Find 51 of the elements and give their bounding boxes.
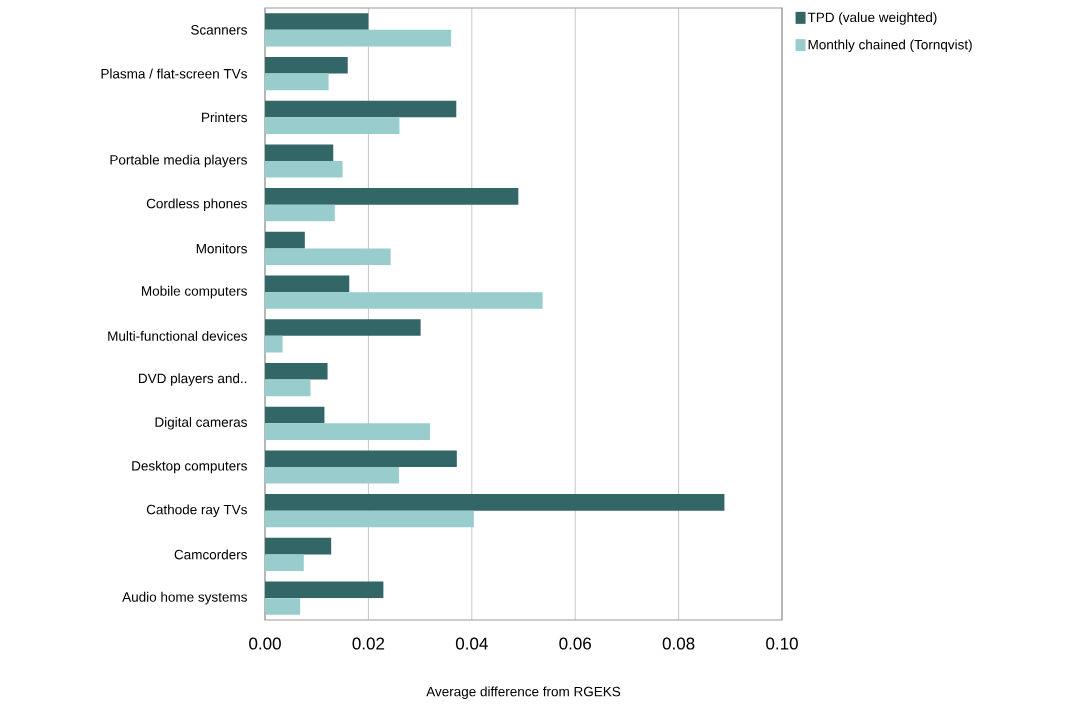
bar (265, 56, 348, 74)
bar (265, 188, 519, 205)
bar (265, 362, 328, 380)
bar (265, 319, 421, 336)
y-tick-label: Monitors (196, 243, 247, 254)
y-tick-label: Printers (202, 112, 247, 123)
bar (265, 161, 343, 178)
y-tick-label: Desktop computers (132, 460, 247, 474)
bar (265, 450, 457, 468)
bar (265, 554, 304, 572)
bar (265, 510, 474, 528)
bar (265, 231, 305, 249)
y-tick-label: Multi-functional devices (108, 330, 247, 341)
x-tick-label: 0.10 (766, 637, 798, 650)
x-tick-label: 0.02 (352, 637, 385, 650)
bar (265, 467, 399, 484)
bar (265, 204, 335, 222)
y-tick-label: Plasma / flat-screen TVs (101, 68, 247, 79)
x-tick-label: 0.00 (249, 637, 281, 650)
y-tick-label: Audio home systems (122, 591, 247, 605)
legend-label: Monthly chained (Tornqvist) (808, 39, 972, 53)
bar (265, 537, 332, 555)
bar (265, 379, 311, 397)
bar (265, 100, 457, 118)
y-tick-label: Digital cameras (155, 417, 247, 430)
bar (265, 581, 384, 599)
y-tick-label: Cordless phones (146, 198, 247, 212)
x-tick-label: 0.06 (559, 637, 591, 650)
bar (265, 335, 283, 353)
y-tick-label: DVD players and.. (139, 373, 247, 386)
bar (265, 292, 543, 309)
bar (265, 248, 391, 266)
y-tick-label: Camcorders (174, 549, 247, 560)
bar (265, 598, 301, 615)
bar (265, 13, 369, 30)
x-axis-title: Average difference from RGEKS (426, 686, 621, 700)
y-tick-label: Portable media players (110, 154, 247, 168)
bar (265, 494, 725, 511)
y-tick-label: Mobile computers (142, 285, 247, 299)
y-tick-label: Scanners (191, 25, 247, 35)
bar (265, 117, 400, 134)
bar (265, 29, 452, 47)
bar (265, 275, 350, 293)
x-tick-label: 0.04 (455, 637, 488, 650)
bar (265, 423, 430, 440)
x-tick-label: 0.08 (662, 637, 695, 650)
y-tick-label: Cathode ray TVs (146, 504, 247, 518)
bar (265, 144, 334, 161)
legend-label: TPD (value weighted) (807, 12, 937, 25)
bar (265, 406, 325, 424)
bar (265, 73, 329, 91)
